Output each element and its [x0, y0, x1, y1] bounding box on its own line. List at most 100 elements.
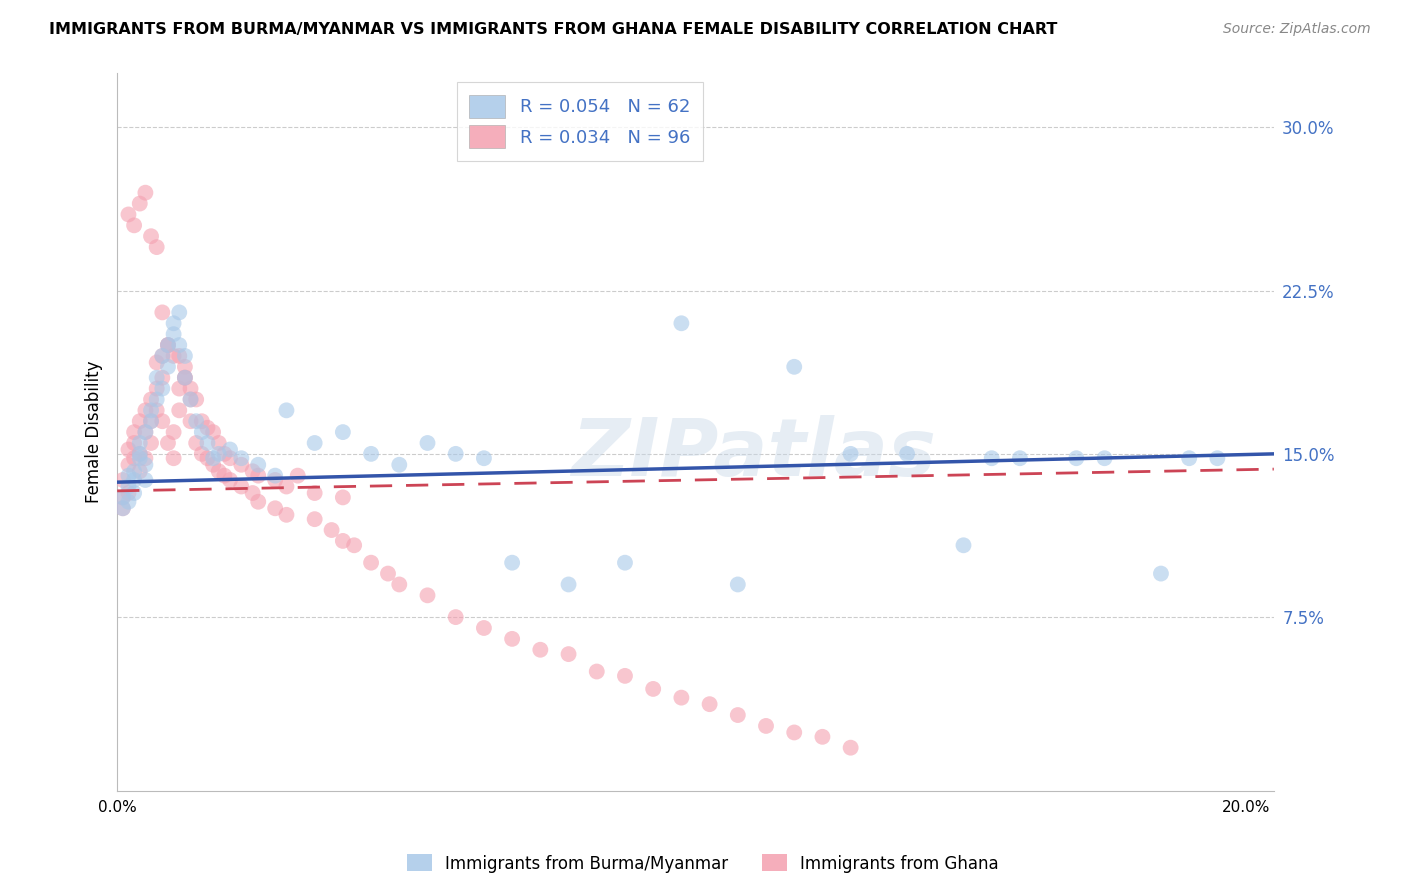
Point: [388, 458, 411, 472]
Legend: Immigrants from Burma/Myanmar, Immigrants from Ghana: Immigrants from Burma/Myanmar, Immigrant…: [401, 847, 1005, 880]
Point: [699, 697, 721, 711]
Point: [1094, 451, 1116, 466]
Point: [1150, 566, 1173, 581]
Point: [122, 451, 145, 466]
Point: [202, 458, 225, 472]
Point: [139, 392, 162, 407]
Point: [139, 436, 162, 450]
Point: [197, 451, 219, 466]
Point: [145, 382, 167, 396]
Point: [360, 447, 382, 461]
Text: Source: ZipAtlas.com: Source: ZipAtlas.com: [1223, 22, 1371, 37]
Point: [150, 305, 173, 319]
Point: [150, 349, 173, 363]
Point: [117, 479, 139, 493]
Point: [156, 359, 179, 374]
Point: [156, 338, 179, 352]
Point: [304, 436, 326, 450]
Point: [214, 447, 236, 461]
Point: [134, 425, 156, 439]
Point: [128, 196, 150, 211]
Point: [557, 577, 579, 591]
Point: [1066, 451, 1088, 466]
Point: [134, 458, 156, 472]
Point: [139, 403, 162, 417]
Point: [980, 451, 1002, 466]
Point: [117, 486, 139, 500]
Point: [156, 338, 179, 352]
Point: [145, 392, 167, 407]
Point: [156, 338, 179, 352]
Point: [304, 486, 326, 500]
Point: [111, 501, 134, 516]
Point: [122, 464, 145, 478]
Point: [139, 229, 162, 244]
Point: [202, 451, 225, 466]
Point: [167, 349, 190, 363]
Point: [128, 447, 150, 461]
Point: [231, 451, 253, 466]
Point: [1008, 451, 1031, 466]
Point: [321, 523, 343, 537]
Point: [162, 327, 184, 342]
Point: [783, 359, 806, 374]
Point: [247, 468, 270, 483]
Point: [242, 486, 264, 500]
Point: [952, 538, 974, 552]
Point: [111, 473, 134, 487]
Point: [117, 442, 139, 457]
Point: [162, 316, 184, 330]
Point: [444, 447, 467, 461]
Point: [111, 491, 134, 505]
Point: [783, 725, 806, 739]
Point: [197, 436, 219, 450]
Point: [128, 436, 150, 450]
Point: [191, 425, 214, 439]
Point: [472, 451, 495, 466]
Point: [727, 577, 749, 591]
Point: [145, 355, 167, 369]
Point: [150, 370, 173, 384]
Legend: R = 0.054   N = 62, R = 0.034   N = 96: R = 0.054 N = 62, R = 0.034 N = 96: [457, 82, 703, 161]
Point: [111, 491, 134, 505]
Point: [208, 447, 231, 461]
Point: [643, 681, 665, 696]
Point: [811, 730, 834, 744]
Point: [219, 442, 242, 457]
Text: ZIPatlas: ZIPatlas: [571, 415, 936, 492]
Point: [839, 447, 862, 461]
Point: [162, 451, 184, 466]
Point: [219, 451, 242, 466]
Point: [472, 621, 495, 635]
Point: [388, 577, 411, 591]
Point: [122, 436, 145, 450]
Point: [128, 447, 150, 461]
Y-axis label: Female Disability: Female Disability: [86, 361, 103, 503]
Point: [191, 414, 214, 428]
Point: [180, 382, 202, 396]
Point: [128, 464, 150, 478]
Point: [671, 690, 693, 705]
Point: [557, 647, 579, 661]
Point: [208, 436, 231, 450]
Point: [444, 610, 467, 624]
Point: [304, 512, 326, 526]
Point: [162, 349, 184, 363]
Point: [242, 464, 264, 478]
Point: [145, 240, 167, 254]
Point: [197, 421, 219, 435]
Point: [501, 556, 523, 570]
Point: [150, 349, 173, 363]
Point: [117, 458, 139, 472]
Point: [332, 491, 354, 505]
Point: [1206, 451, 1229, 466]
Point: [167, 338, 190, 352]
Point: [186, 436, 208, 450]
Point: [174, 370, 197, 384]
Point: [208, 464, 231, 478]
Point: [264, 501, 287, 516]
Point: [219, 473, 242, 487]
Text: IMMIGRANTS FROM BURMA/MYANMAR VS IMMIGRANTS FROM GHANA FEMALE DISABILITY CORRELA: IMMIGRANTS FROM BURMA/MYANMAR VS IMMIGRA…: [49, 22, 1057, 37]
Point: [614, 556, 637, 570]
Point: [134, 403, 156, 417]
